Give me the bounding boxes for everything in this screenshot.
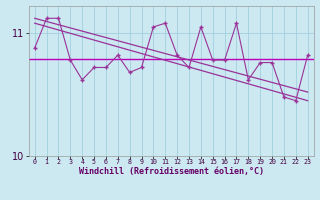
X-axis label: Windchill (Refroidissement éolien,°C): Windchill (Refroidissement éolien,°C) <box>79 167 264 176</box>
